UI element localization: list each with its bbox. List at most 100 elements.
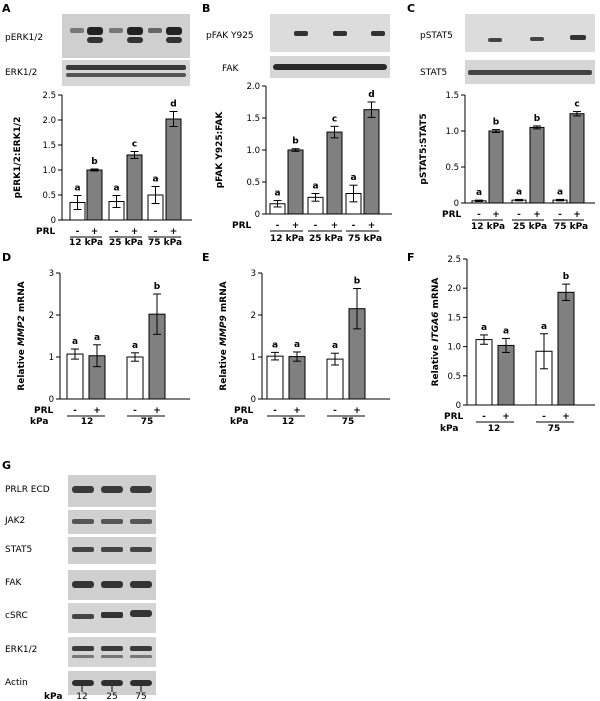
chart-c: 0 0.5 1.0 1.5 pSTAT5:STAT5 a b a b a c PRL - + - + - +12 … xyxy=(419,91,595,232)
y-tick-label: 0.5 xyxy=(42,191,56,201)
y-tick-label: 0.5 xyxy=(246,178,260,188)
bar xyxy=(557,291,575,406)
minus-label: - xyxy=(115,227,119,237)
y-tick-label: 1.0 xyxy=(42,166,56,176)
y-tick-label: 0 xyxy=(51,216,56,226)
y-axis-label: pSTAT5:STAT5 xyxy=(419,113,429,184)
significance-letter: c xyxy=(332,114,337,124)
panel-letter-a: A xyxy=(2,2,11,15)
panel-letter-c: C xyxy=(407,2,415,15)
blot-label-csrc: cSRC xyxy=(5,611,28,621)
plus-label: + xyxy=(502,412,510,422)
chart-a: 0 0.5 1.0 1.5 2.0 2.5 pERK1/2:ERK1/2 a b a c a d PRL -… xyxy=(13,91,192,248)
y-tick-label: 2.0 xyxy=(42,116,56,126)
group-label: 12 kPa xyxy=(471,222,505,232)
significance-letter: b xyxy=(354,277,361,287)
bar xyxy=(488,130,504,204)
y-tick-label: 3 xyxy=(49,269,54,279)
group-label: 75 kPa xyxy=(148,238,182,248)
kpa-label: kPa xyxy=(440,424,458,434)
g-kpa-25: 25 xyxy=(106,692,117,701)
significance-letter: a xyxy=(476,188,482,198)
y-tick-label: 0 xyxy=(456,401,461,411)
y-tick-label: 2.0 xyxy=(246,82,260,92)
significance-letter: d xyxy=(170,100,176,110)
significance-letter: b xyxy=(292,137,299,147)
minus-label: - xyxy=(276,221,280,231)
kpa-label: kPa xyxy=(30,417,48,427)
panel-letter-d: D xyxy=(2,251,11,264)
plus-label: + xyxy=(492,210,500,220)
prl-label: PRL xyxy=(442,210,462,220)
significance-letter: a xyxy=(541,322,547,332)
plus-label: + xyxy=(153,406,161,416)
significance-letter: d xyxy=(368,90,374,100)
plus-label: + xyxy=(170,227,178,237)
significance-letter: a xyxy=(72,337,78,347)
blot-g-jak2 xyxy=(68,510,156,534)
blot-label-fak-g: FAK xyxy=(5,578,23,588)
minus-label: - xyxy=(314,221,318,231)
minus-label: - xyxy=(352,221,356,231)
y-tick-label: 1.0 xyxy=(445,127,459,137)
minus-label: - xyxy=(154,227,158,237)
group-label: 12 xyxy=(81,417,94,427)
panel-letter-e: E xyxy=(202,251,210,264)
plus-label: + xyxy=(131,227,139,237)
group-label: 12 kPa xyxy=(69,238,103,248)
y-tick-label: 0 xyxy=(255,210,260,220)
bar xyxy=(288,356,306,400)
y-tick-label: 1.0 xyxy=(447,343,461,353)
blot-label-erk: ERK1/2 xyxy=(5,68,37,78)
blot-label-perk: pERK1/2 xyxy=(5,33,43,43)
kpa-label: kPa xyxy=(230,417,248,427)
bar xyxy=(66,353,84,400)
significance-letter: a xyxy=(74,184,80,194)
group-label: 25 kPa xyxy=(109,238,143,248)
bar xyxy=(475,339,493,406)
plus-label: + xyxy=(293,406,301,416)
bar xyxy=(529,126,545,204)
minus-label: - xyxy=(477,210,481,220)
y-tick-label: 2 xyxy=(49,311,54,321)
minus-label: - xyxy=(73,406,77,416)
plus-label: + xyxy=(93,406,101,416)
plus-label: + xyxy=(533,210,541,220)
plus-label: + xyxy=(368,221,376,231)
significance-letter: c xyxy=(574,100,579,110)
blot-g-stat5 xyxy=(68,537,156,564)
bar xyxy=(363,109,380,215)
group-label: 12 xyxy=(488,424,501,434)
group-label: 25 kPa xyxy=(309,234,343,244)
bar xyxy=(266,355,284,400)
group-label: 75 xyxy=(342,417,355,427)
bar xyxy=(497,344,515,406)
minus-label: - xyxy=(558,210,562,220)
blot-fak xyxy=(270,56,390,78)
bar xyxy=(126,356,144,400)
significance-letter: a xyxy=(132,341,138,351)
plus-label: + xyxy=(353,406,361,416)
prl-label: PRL xyxy=(36,227,56,237)
bar xyxy=(165,118,182,221)
y-tick-label: 3 xyxy=(251,269,256,279)
bar xyxy=(126,154,143,221)
y-axis-label: Relative ITGA6 mRNA xyxy=(431,278,441,387)
blot-label-pfak: pFAK Y925 xyxy=(206,31,254,41)
bar xyxy=(287,149,304,215)
significance-letter: b xyxy=(154,282,161,292)
bar xyxy=(326,131,343,215)
y-axis-label: pFAK Y925:FAK xyxy=(215,111,225,189)
blot-pstat5 xyxy=(465,14,595,52)
minus-label: - xyxy=(542,412,546,422)
blot-label-jak2: JAK2 xyxy=(4,516,25,526)
significance-letter: a xyxy=(516,187,522,197)
prl-label: PRL xyxy=(34,406,54,416)
significance-letter: b xyxy=(563,272,570,282)
group-label: 25 kPa xyxy=(513,222,547,232)
g-kpa-75: 75 xyxy=(135,692,146,701)
blot-erk xyxy=(62,60,190,86)
minus-label: - xyxy=(76,227,80,237)
significance-letter: a xyxy=(503,326,509,336)
